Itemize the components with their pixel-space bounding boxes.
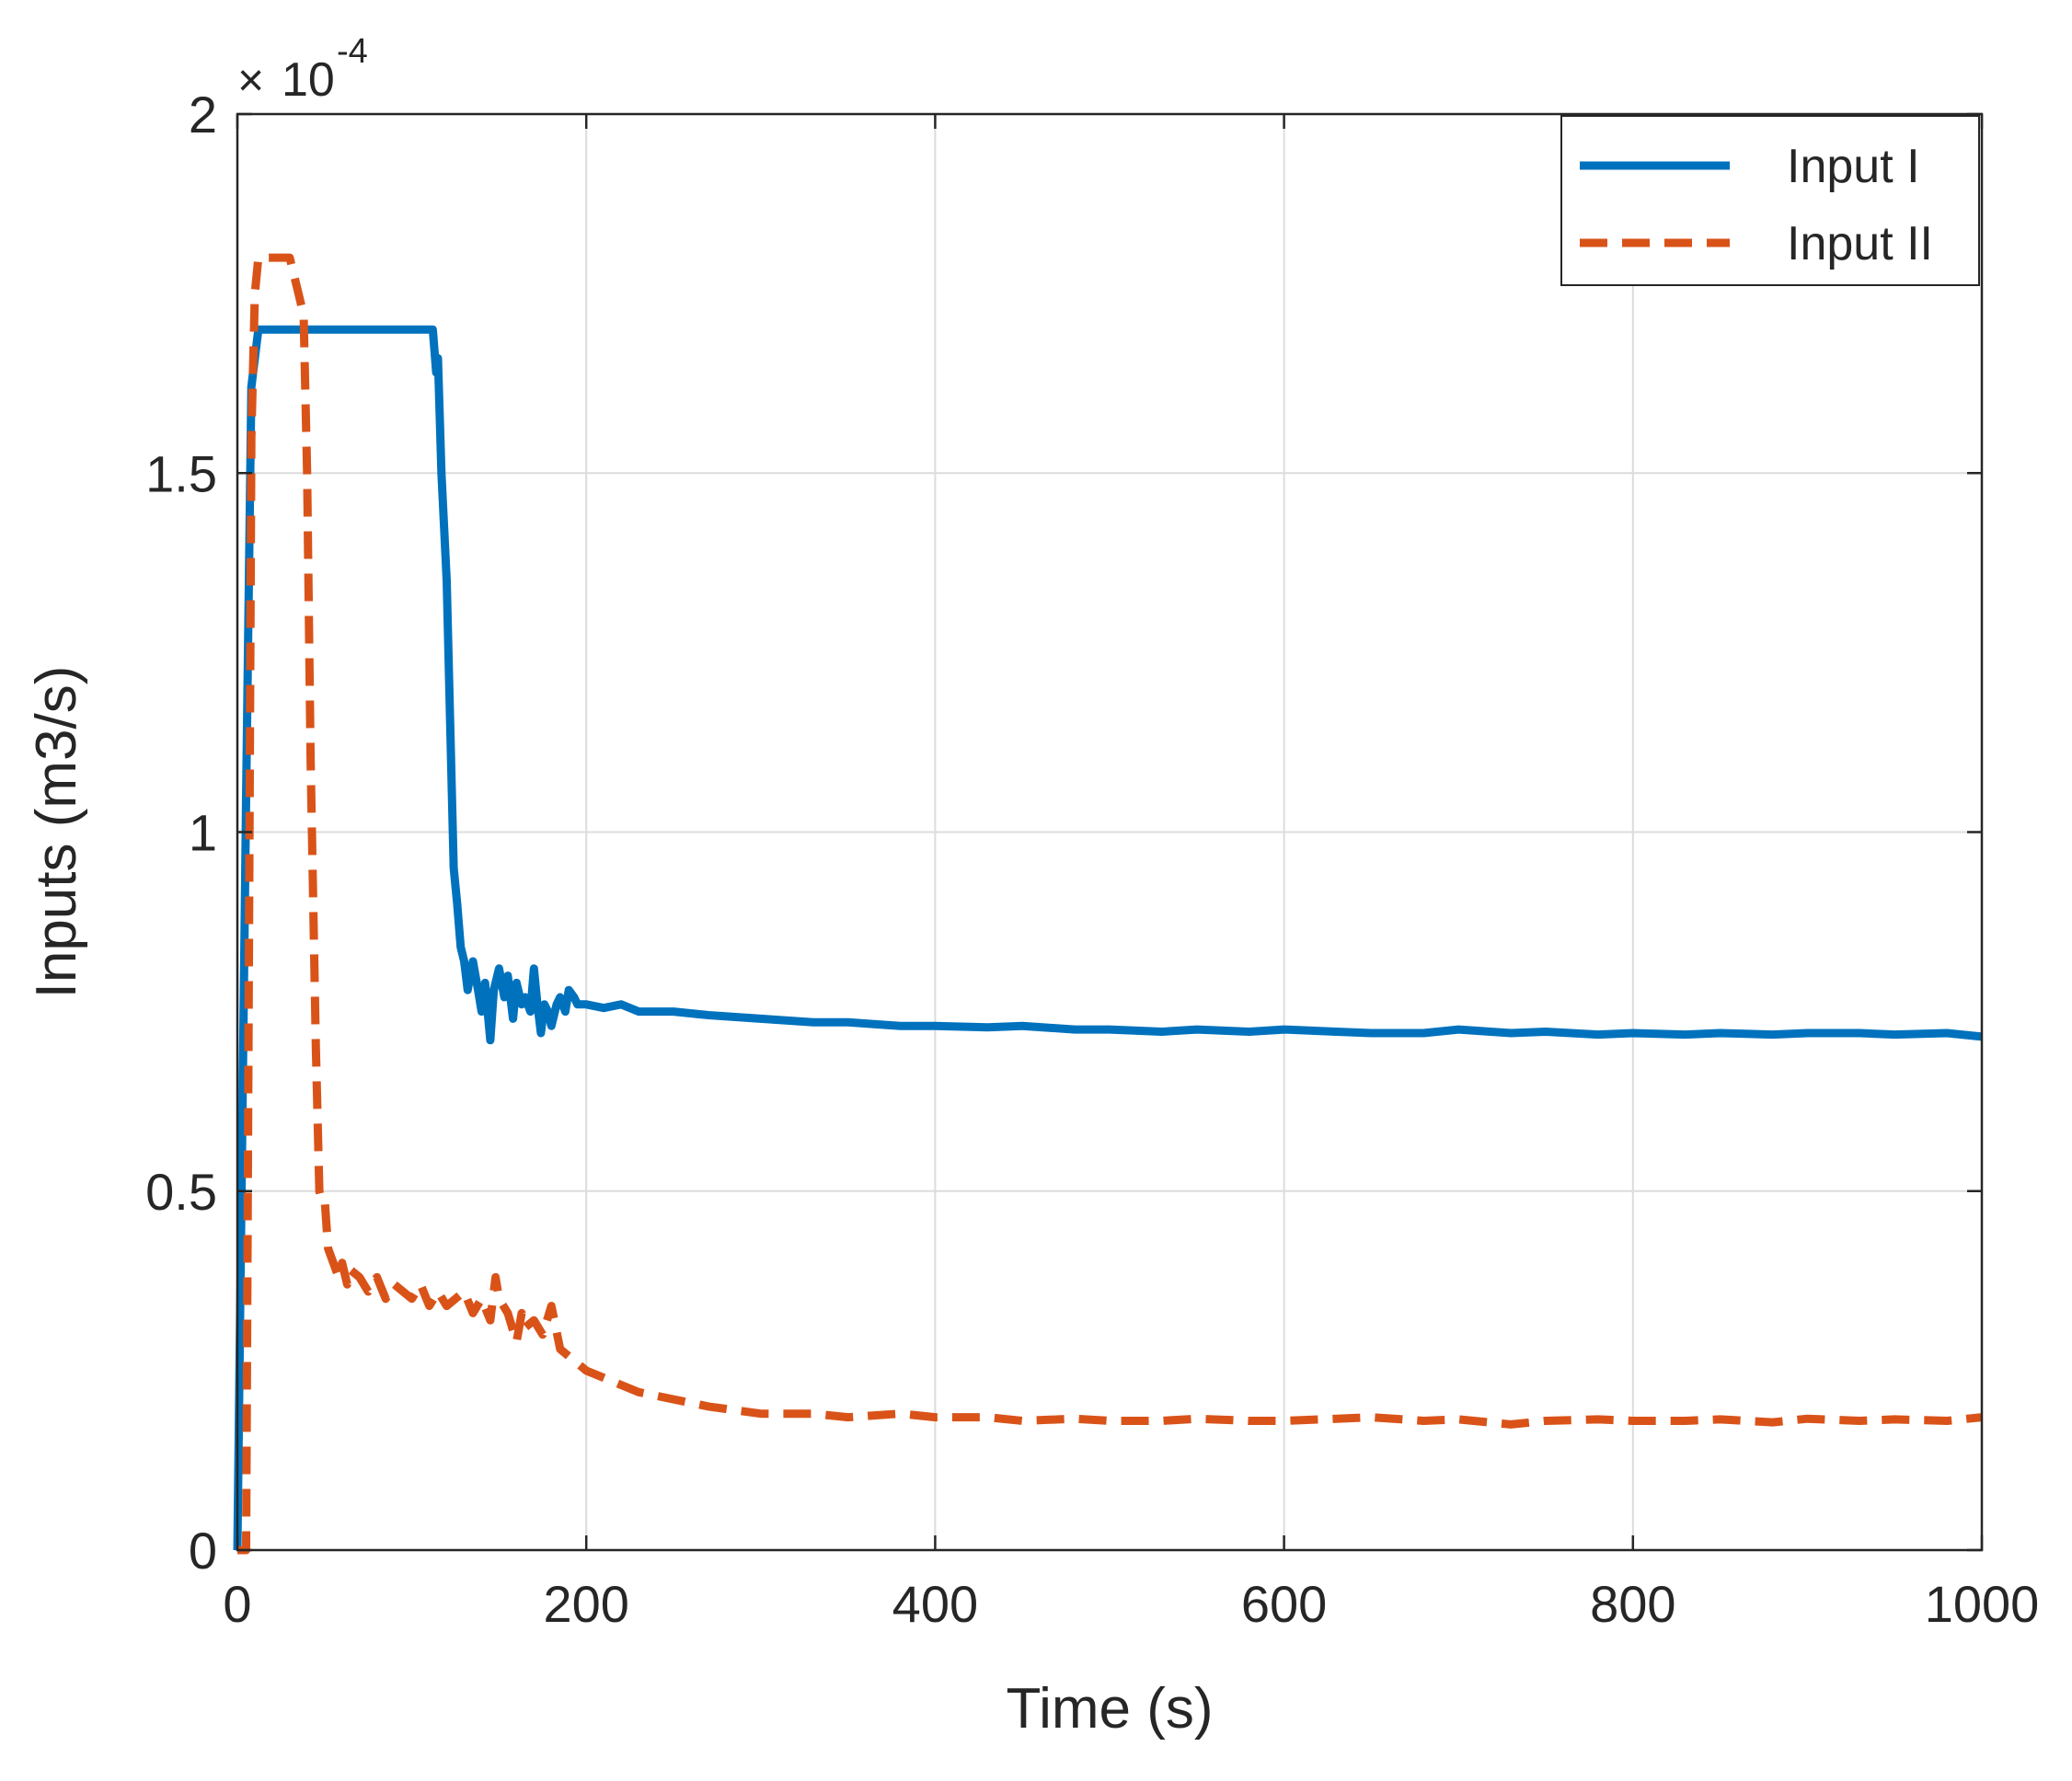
- grid-lines: [237, 114, 1982, 1550]
- legend-label-input-ii: Input II: [1787, 217, 1933, 270]
- legend: Input I Input II: [1560, 115, 1980, 286]
- x-tick-label: 400: [892, 1575, 978, 1633]
- y-tick-label: 1: [189, 804, 217, 862]
- y-tick-label: 0.5: [145, 1163, 217, 1221]
- y-tick-label: 1.5: [145, 444, 217, 502]
- series-line-input-ii: [237, 253, 1983, 1555]
- y-tick-label: 2: [189, 86, 217, 144]
- legend-label-input-i: Input I: [1787, 140, 1920, 193]
- x-tick-label: 200: [543, 1575, 628, 1633]
- y-multiplier-times-sign: ×: [237, 54, 264, 106]
- x-tick-label: 0: [223, 1575, 251, 1633]
- axis-ticks: 0 200 400 600 800 1000 0 0.5 1 1.5 2: [145, 86, 2039, 1633]
- y-tick-label: 0: [189, 1522, 217, 1580]
- y-axis-multiplier: × 10 -4: [237, 32, 368, 107]
- y-axis-label: Inputs (m3/s): [25, 666, 88, 999]
- y-multiplier-base: 10: [282, 53, 335, 107]
- x-tick-label: 800: [1590, 1575, 1675, 1633]
- x-tick-label: 600: [1241, 1575, 1327, 1633]
- x-axis-label: Time (s): [1007, 1677, 1214, 1741]
- series-line-input-i: [233, 325, 1983, 1551]
- data-series: [233, 253, 1983, 1555]
- x-tick-label: 1000: [1925, 1575, 2040, 1633]
- legend-box: [1560, 115, 1980, 286]
- y-multiplier-exponent: -4: [337, 32, 368, 71]
